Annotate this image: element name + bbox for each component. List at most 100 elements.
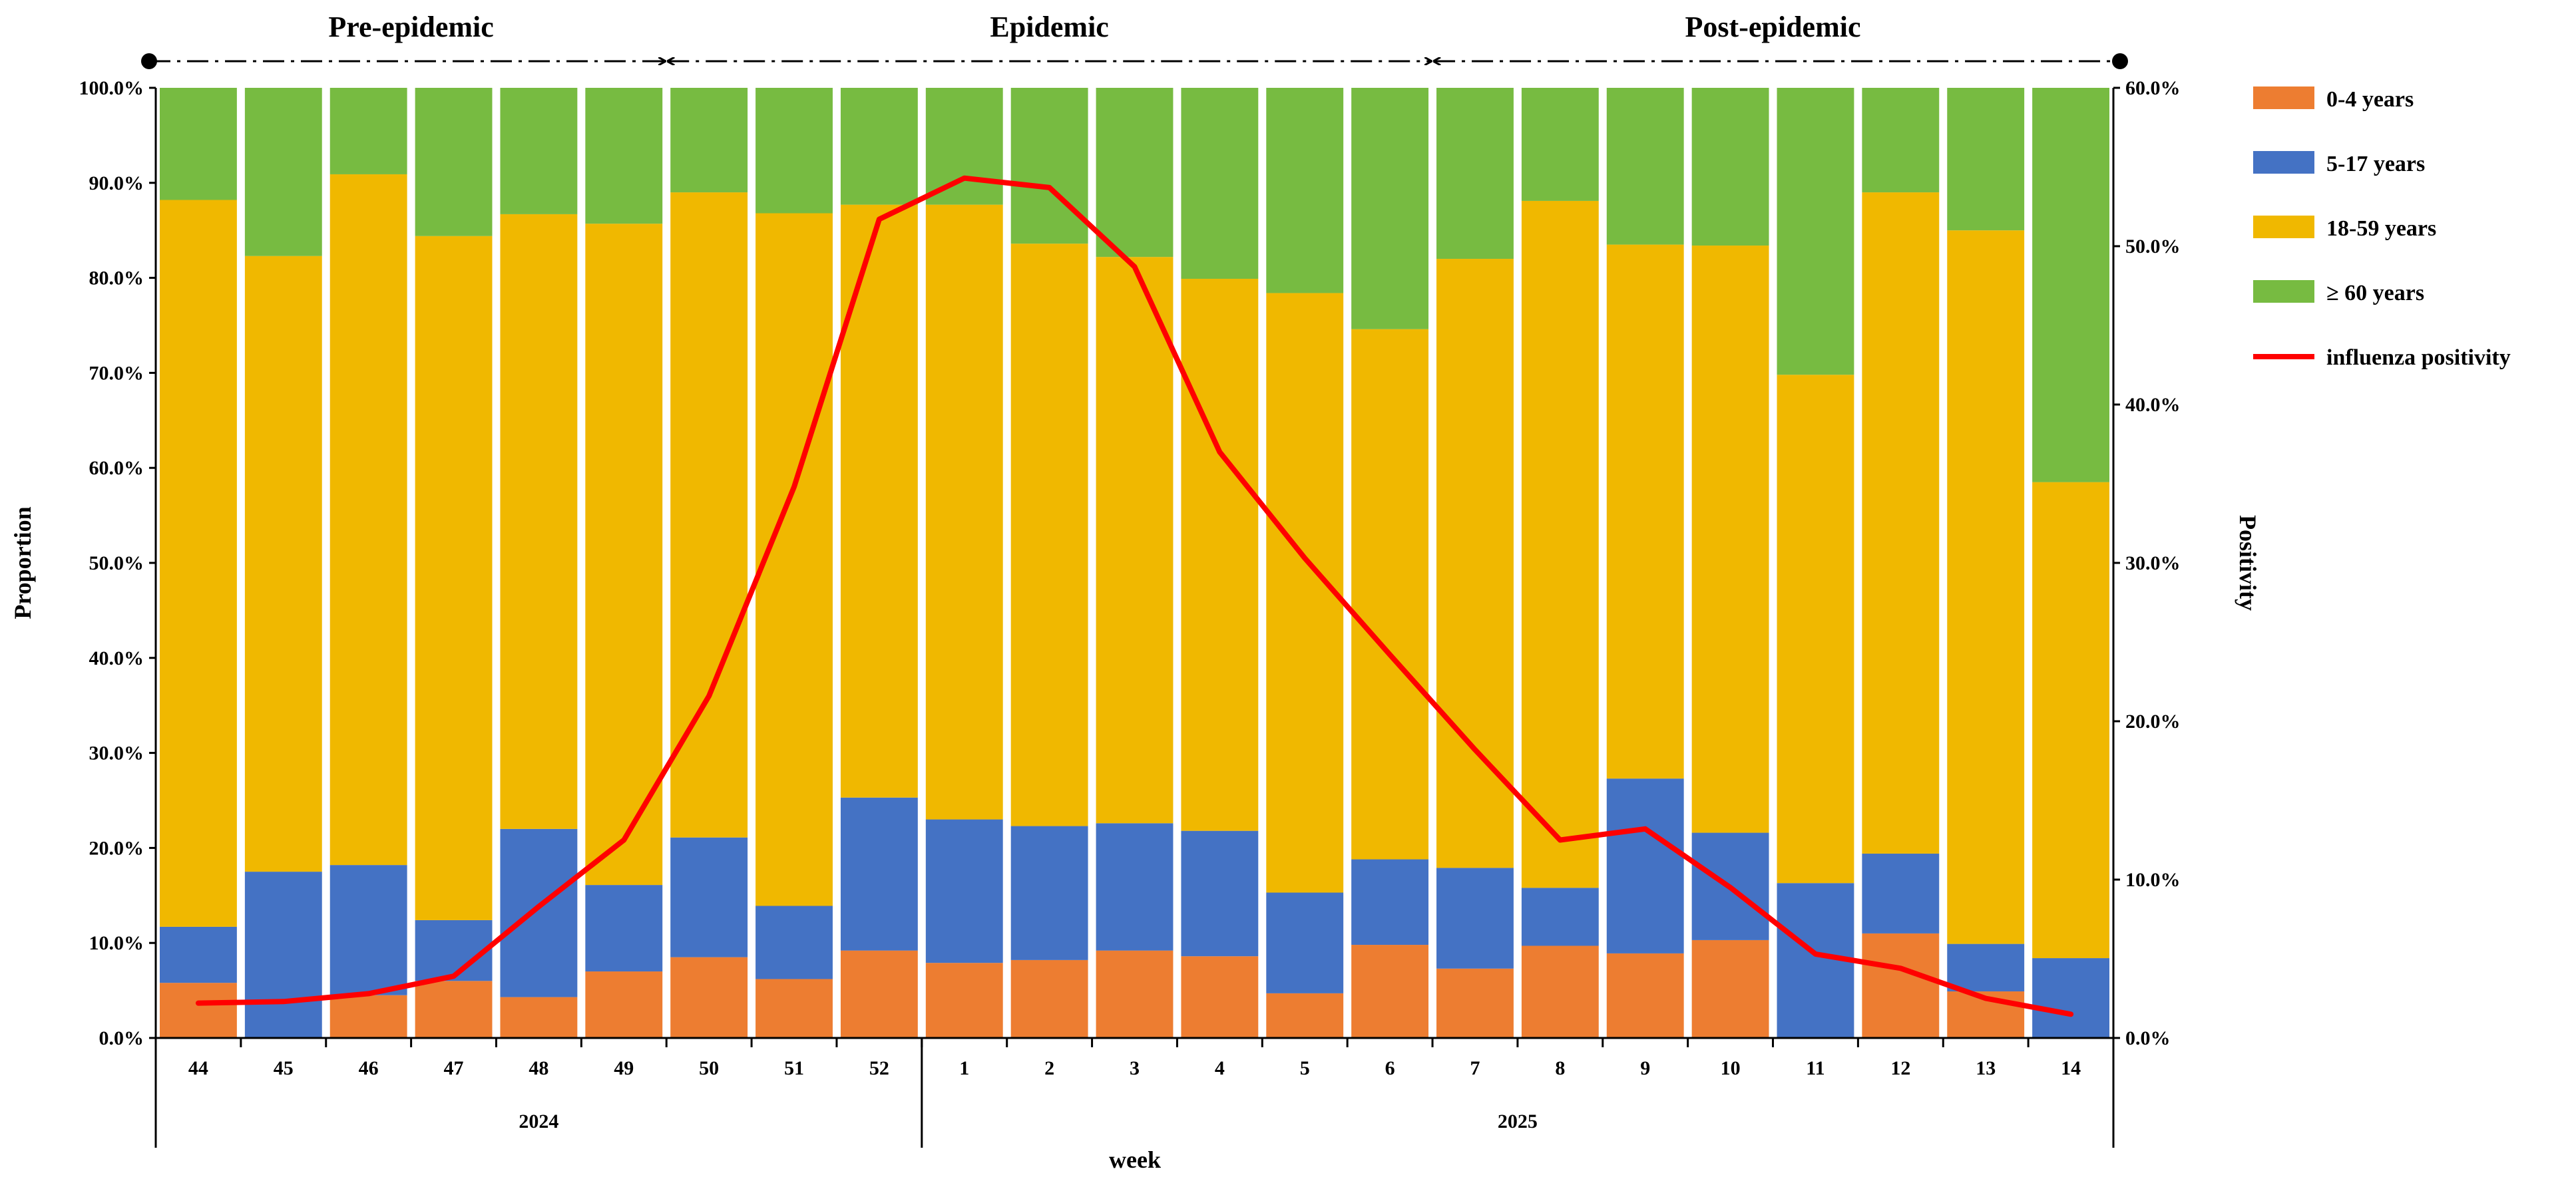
bar-age-5-17-week-2 [1010,826,1088,960]
x-tick-label-week: 47 [444,1057,464,1079]
bar-age-60-plus-week-51 [755,88,833,214]
x-tick-label-week: 7 [1470,1057,1480,1079]
legend: 0-4 years 5-17 years 18-59 years ≥ 60 years… [2253,86,2511,370]
bar-age-5-17-week-48 [500,828,578,997]
bar-age-18-59-week-4 [1181,279,1259,831]
y2-axis-title: Positivity [2235,515,2261,611]
y-axis-title: Proportion [9,506,36,619]
bar-age-18-59-week-51 [755,213,833,906]
bar-age-60-plus-week-3 [1096,88,1174,257]
x-tick-label-week: 6 [1385,1057,1395,1079]
bar-age-60-plus-week-49 [585,88,663,224]
bar-age-5-17-week-46 [329,865,407,995]
y-tick-label: 30.0% [89,743,144,764]
bar-age-60-plus-week-12 [1862,88,1940,193]
x-tick-label-week: 2 [1044,1057,1054,1079]
x-tick-label-week: 44 [188,1057,208,1079]
bar-age-5-17-week-4 [1181,830,1259,957]
bar-age-60-plus-week-7 [1436,88,1514,259]
bar-layer [160,88,2109,1038]
bar-age-60-plus-week-5 [1266,88,1344,293]
phase-label: Epidemic [990,11,1108,43]
y2-tick-label: 0.0% [2125,1027,2171,1049]
bar-age-0-4-week-8 [1521,945,1599,1038]
legend-label: influenza positivity [2326,345,2511,370]
x-tick-label-week: 3 [1130,1057,1140,1079]
y2-tick-label: 20.0% [2125,711,2181,733]
bar-age-60-plus-week-45 [244,88,322,256]
bar-age-0-4-week-52 [840,950,918,1038]
x-tick-label-week: 48 [529,1057,548,1079]
bar-age-18-59-week-44 [160,200,237,927]
y2-tick-label: 40.0% [2125,394,2181,416]
x-tick-label-week: 50 [699,1057,719,1079]
x-tick-label-week: 9 [1640,1057,1650,1079]
legend-swatch-0 [2253,86,2314,109]
bar-age-18-59-week-8 [1521,200,1599,888]
legend-swatch-3 [2253,280,2314,303]
x-tick-label-week: 1 [959,1057,969,1079]
bar-age-60-plus-week-46 [329,88,407,174]
legend-label: 0-4 years [2326,87,2414,112]
legend-label: 18-59 years [2326,216,2436,241]
x-tick-label-week: 51 [784,1057,804,1079]
y-tick-label: 60.0% [89,457,144,479]
bar-age-5-17-week-12 [1862,853,1940,933]
bar-age-5-17-week-49 [585,885,663,972]
bar-age-18-59-week-6 [1351,329,1429,860]
y-tick-label: 40.0% [89,647,144,669]
y-tick-label: 20.0% [89,837,144,859]
bar-age-18-59-week-7 [1436,259,1514,868]
x-tick-label-week: 8 [1555,1057,1565,1079]
bar-age-5-17-week-50 [670,837,748,957]
bar-age-18-59-week-11 [1777,375,1854,884]
bar-age-18-59-week-52 [840,204,918,798]
legend-swatch-2 [2253,216,2314,238]
bar-age-18-59-week-45 [244,255,322,872]
bar-age-5-17-week-9 [1606,778,1684,953]
bar-age-0-4-week-48 [500,997,578,1038]
bar-age-0-4-week-51 [755,979,833,1038]
y-tick-label: 100.0% [79,77,144,99]
bar-age-60-plus-week-4 [1181,88,1259,279]
x-tick-label-week: 10 [1721,1057,1741,1079]
bar-age-60-plus-week-13 [1947,88,2025,231]
x-tick-label-week: 13 [1976,1057,1996,1079]
bar-age-5-17-week-8 [1521,888,1599,946]
x-tick-label-week: 12 [1890,1057,1910,1079]
bar-age-0-4-week-44 [160,983,237,1038]
legend-swatch-1 [2253,151,2314,174]
bar-age-18-59-week-47 [415,236,493,920]
bar-age-0-4-week-1 [925,963,1003,1038]
bar-age-60-plus-week-2 [1010,88,1088,244]
bar-age-60-plus-week-10 [1691,88,1769,246]
y2-tick-label: 60.0% [2125,77,2181,99]
bar-age-18-59-week-50 [670,192,748,838]
bar-age-18-59-week-12 [1862,192,1940,854]
bar-age-0-4-week-50 [670,957,748,1038]
y2-tick-label: 30.0% [2125,552,2181,574]
x-tick-label-week: 11 [1806,1057,1825,1079]
legend-label: ≥ 60 years [2326,281,2424,305]
axes-layer: 0.0%10.0%20.0%30.0%40.0%50.0%60.0%70.0%8… [9,77,2261,1173]
bar-age-0-4-week-6 [1351,945,1429,1038]
legend-label: 5-17 years [2326,152,2425,176]
bar-age-60-plus-week-1 [925,88,1003,205]
year-label: 2024 [519,1110,558,1132]
bar-age-0-4-week-9 [1606,953,1684,1038]
bar-age-18-59-week-10 [1691,246,1769,833]
bar-age-5-17-week-44 [160,926,237,983]
bar-age-60-plus-week-6 [1351,88,1429,329]
bar-age-60-plus-week-47 [415,88,493,236]
bar-age-18-59-week-49 [585,224,663,886]
bar-age-0-4-week-47 [415,981,493,1038]
bar-age-60-plus-week-9 [1606,88,1684,245]
y-tick-label: 80.0% [89,267,144,289]
bar-age-18-59-week-46 [329,174,407,866]
phase-label: Post-epidemic [1685,11,1861,43]
y-tick-label: 10.0% [89,932,144,954]
bar-age-18-59-week-14 [2032,482,2109,959]
bar-age-5-17-week-6 [1351,859,1429,945]
